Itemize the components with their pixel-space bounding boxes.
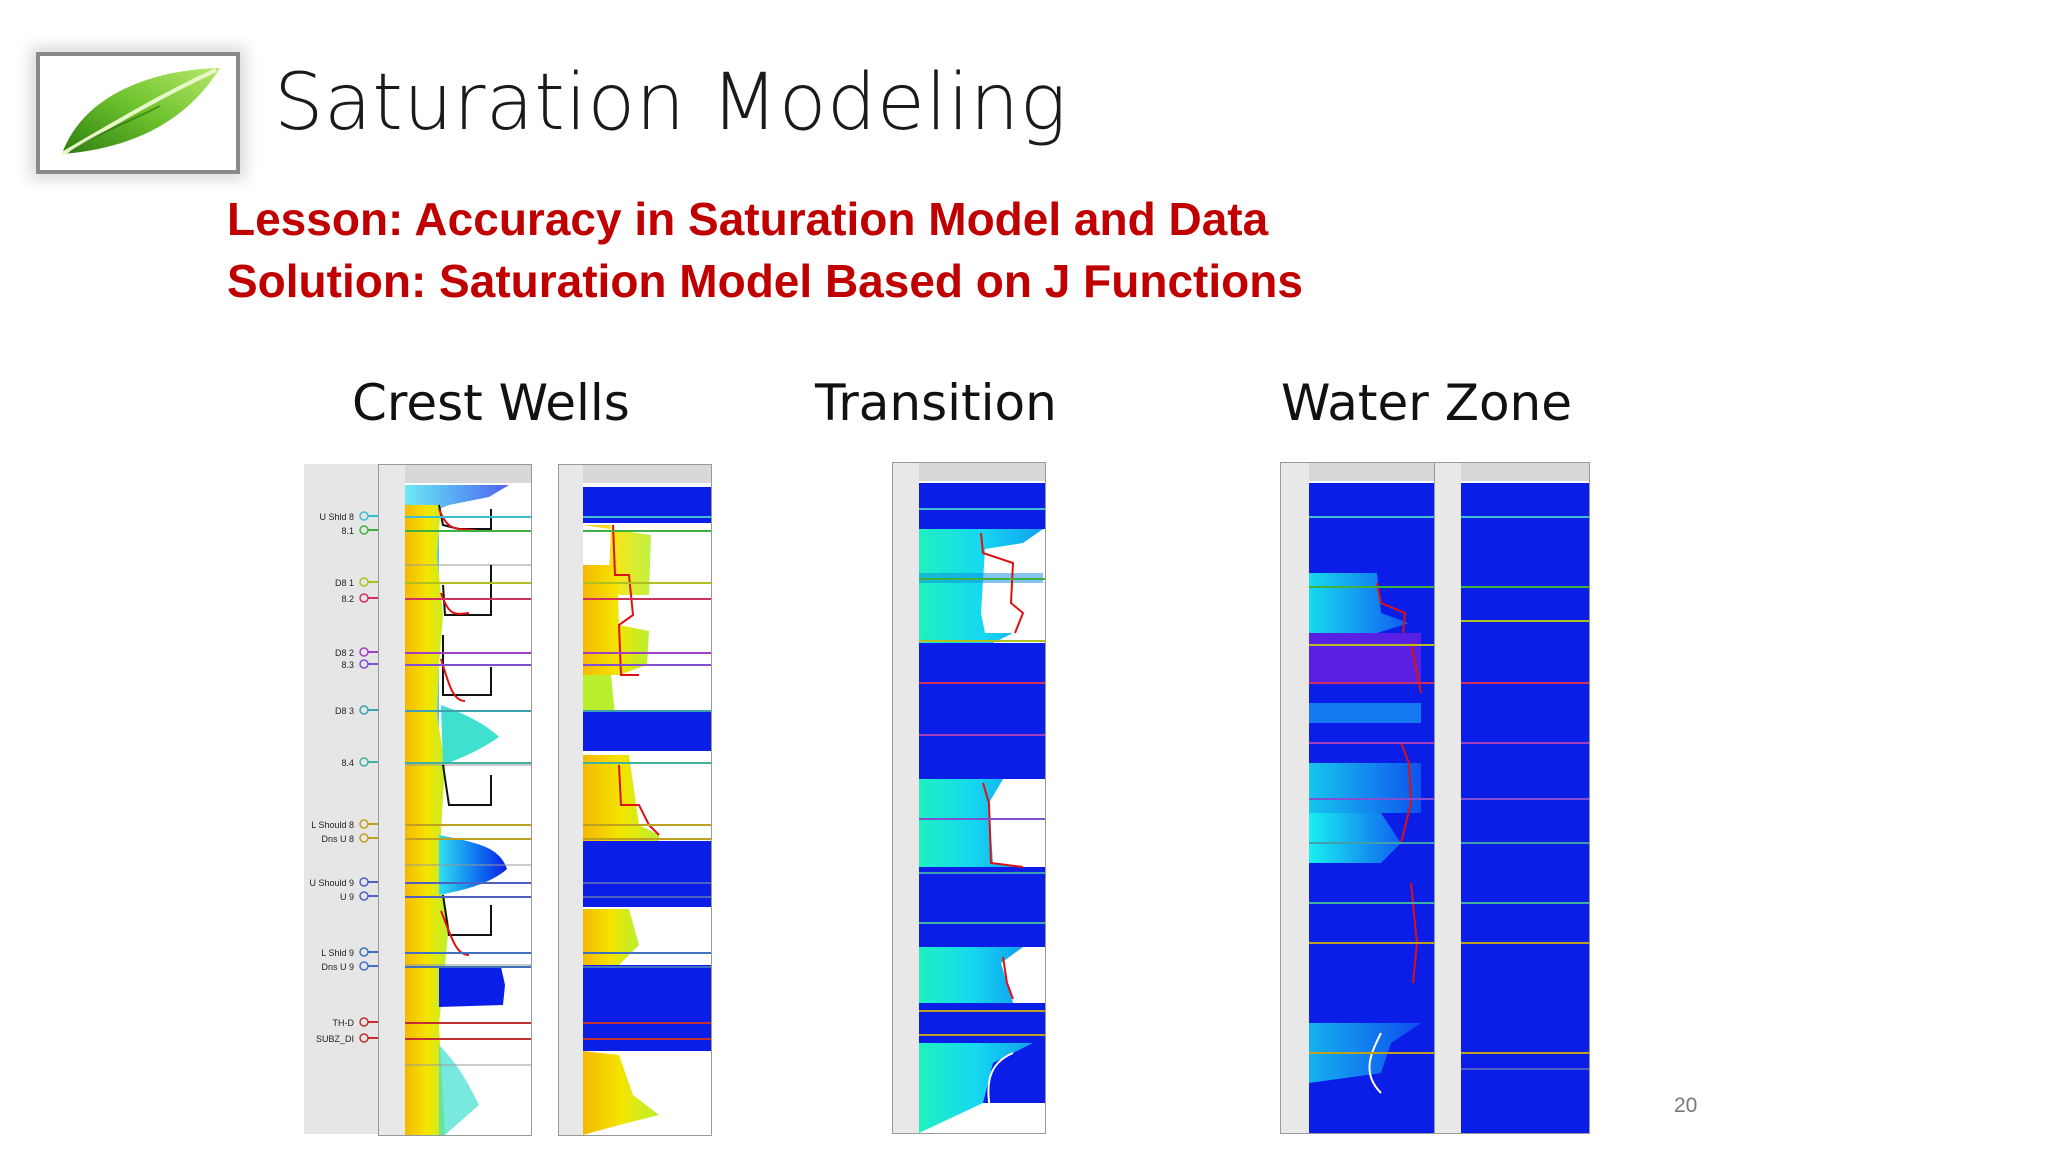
crest-marker-label: L Should 8 bbox=[311, 820, 354, 830]
crest-marker-strip: U Shld 8 8.1 D8 1 8.2 D8 2 8.3 D8 3 8.4 L Should… bbox=[304, 464, 382, 1134]
crest-marker-symbol bbox=[359, 659, 369, 669]
crest-marker-symbol bbox=[359, 947, 369, 957]
crest-marker-label: U Should 9 bbox=[309, 878, 354, 888]
crest-well-log-2 bbox=[558, 464, 712, 1136]
crest-marker-symbol bbox=[359, 1033, 369, 1043]
crest-marker-symbol bbox=[359, 757, 369, 767]
crest-marker-label: Dns U 9 bbox=[321, 962, 354, 972]
water-zone-label: Water Zone bbox=[1281, 374, 1572, 432]
crest-marker-label: U 9 bbox=[340, 892, 354, 902]
transition-well-log bbox=[892, 462, 1046, 1134]
crest-marker-symbol bbox=[359, 593, 369, 603]
crest-marker-label: 8.1 bbox=[341, 526, 354, 536]
crest-marker-symbol bbox=[359, 819, 369, 829]
leaf-icon bbox=[60, 68, 220, 156]
crest-marker-symbol bbox=[359, 705, 369, 715]
crest-marker-label: D8 2 bbox=[335, 648, 354, 658]
water-zone-log-2 bbox=[1434, 462, 1590, 1134]
crest-marker-symbol bbox=[359, 525, 369, 535]
crest-marker-symbol bbox=[359, 511, 369, 521]
solution-text: Solution: Saturation Model Based on J Fu… bbox=[227, 255, 1303, 307]
crest-marker-symbol bbox=[359, 1017, 369, 1027]
crest-well-log-1 bbox=[378, 464, 532, 1136]
slide-title: Saturation Modeling bbox=[274, 58, 1068, 148]
crest-marker-label: 8.2 bbox=[341, 594, 354, 604]
crest-marker-symbol bbox=[359, 647, 369, 657]
page-number: 20 bbox=[1674, 1094, 1698, 1117]
crest-marker-label: Dns U 8 bbox=[321, 834, 354, 844]
crest-marker-symbol bbox=[359, 961, 369, 971]
crest-marker-symbol bbox=[359, 833, 369, 843]
company-logo bbox=[36, 52, 240, 174]
crest-marker-label: D8 1 bbox=[335, 578, 354, 588]
crest-marker-label: 8.4 bbox=[341, 758, 354, 768]
crest-wells-label: Crest Wells bbox=[352, 374, 630, 432]
crest-marker-label: 8.3 bbox=[341, 660, 354, 670]
crest-marker-label: U Shld 8 bbox=[319, 512, 354, 522]
crest-marker-label: TH-D bbox=[333, 1018, 355, 1028]
water-zone-log-1 bbox=[1280, 462, 1436, 1134]
lesson-text: Lesson: Accuracy in Saturation Model and… bbox=[227, 193, 1269, 245]
crest-marker-label: SUBZ_DI bbox=[316, 1034, 354, 1044]
crest-marker-label: D8 3 bbox=[335, 706, 354, 716]
crest-marker-symbol bbox=[359, 891, 369, 901]
crest-marker-symbol bbox=[359, 877, 369, 887]
crest-marker-label: L Shld 9 bbox=[321, 948, 354, 958]
crest-marker-symbol bbox=[359, 577, 369, 587]
transition-label: Transition bbox=[815, 374, 1057, 432]
